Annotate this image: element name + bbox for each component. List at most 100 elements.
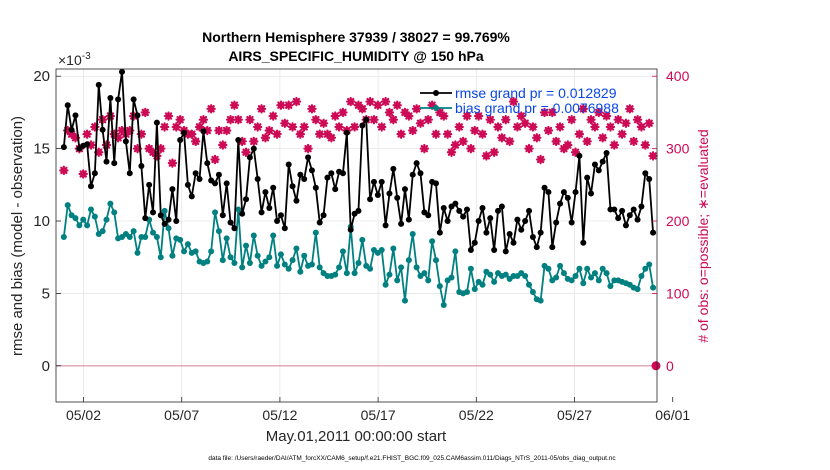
series-rmse-point xyxy=(498,203,505,210)
obs-point xyxy=(365,96,375,107)
series-rmse-point xyxy=(274,218,281,225)
obs-point xyxy=(260,133,271,143)
series-rmse-point xyxy=(289,183,296,190)
x-tick-label: 05/17 xyxy=(361,407,396,423)
series-bias-point xyxy=(227,254,234,261)
series-bias-point xyxy=(215,228,222,235)
obs-point xyxy=(411,104,422,114)
obs-point xyxy=(477,129,488,139)
obs-point xyxy=(86,140,96,150)
obs-point xyxy=(132,143,143,154)
y-tick-label-right: 400 xyxy=(666,68,690,84)
x-tick-label: 05/07 xyxy=(164,407,199,423)
obs-point xyxy=(392,100,402,110)
obs-point xyxy=(586,114,596,125)
obs-point xyxy=(640,140,651,150)
series-bias-point xyxy=(603,270,610,277)
y-tick-label-right: 100 xyxy=(666,285,690,301)
series-rmse-point xyxy=(479,204,486,211)
series-bias-point xyxy=(464,288,471,295)
series-rmse-point xyxy=(95,81,102,88)
y-tick-label-right: 200 xyxy=(666,213,690,229)
series-bias-point xyxy=(87,206,94,213)
series-rmse-point xyxy=(522,218,529,225)
series-rmse-point xyxy=(432,180,439,187)
series-rmse-point xyxy=(359,122,366,129)
series-rmse-point xyxy=(111,160,118,167)
series-bias-point xyxy=(401,297,408,304)
series-bias-point xyxy=(76,222,83,229)
series-rmse-point xyxy=(130,96,137,103)
series-rmse-point xyxy=(390,165,397,172)
obs-point xyxy=(326,133,337,143)
obs-point xyxy=(338,107,348,118)
series-bias-point xyxy=(91,213,98,220)
obs-point xyxy=(346,96,356,107)
obs-point xyxy=(566,114,577,125)
obs-point xyxy=(291,96,302,107)
obs-point xyxy=(481,151,492,161)
series-rmse-point xyxy=(169,186,176,193)
series-bias-point xyxy=(208,248,215,255)
series-bias-point xyxy=(390,245,397,252)
series-bias-point xyxy=(157,254,164,261)
series-rmse-point xyxy=(235,136,242,143)
series-rmse-point xyxy=(347,226,354,233)
obs-point xyxy=(625,104,635,114)
series-rmse-point xyxy=(301,176,308,183)
obs-point xyxy=(229,100,240,110)
series-bias-point xyxy=(243,242,250,249)
series-rmse-point xyxy=(142,215,149,222)
obs-point xyxy=(194,122,205,132)
series-bias-point xyxy=(487,271,494,278)
series-rmse-point xyxy=(122,138,129,145)
obs-point xyxy=(94,147,104,157)
series-rmse-point xyxy=(363,116,370,123)
series-bias-point xyxy=(281,261,288,268)
obs-point xyxy=(140,107,150,118)
series-bias-point xyxy=(130,228,137,235)
obs-point xyxy=(268,111,278,121)
series-rmse-point xyxy=(316,219,323,226)
obs-point xyxy=(272,129,282,139)
obs-point xyxy=(458,136,468,147)
series-rmse-point xyxy=(382,222,389,229)
series-bias-point xyxy=(405,257,412,264)
y-tick-label-left: 0 xyxy=(42,358,50,375)
x-tick-label: 05/27 xyxy=(557,407,592,423)
series-bias-point xyxy=(646,261,653,268)
series-bias-point xyxy=(60,233,67,240)
series-bias-point xyxy=(413,264,420,271)
series-rmse-point xyxy=(471,239,478,246)
obs-point xyxy=(431,129,441,139)
obs-point xyxy=(582,136,592,147)
obs-point xyxy=(590,122,600,132)
series-rmse-point xyxy=(285,161,292,168)
data-file-footer: data file: /Users/raeder/DAI/ATM_forcXX/… xyxy=(208,455,616,462)
series-rmse-point xyxy=(173,218,180,225)
obs-point xyxy=(489,147,499,157)
series-rmse-point xyxy=(506,231,513,238)
x-tick-label: 05/02 xyxy=(66,407,101,423)
y-tick-label-right: 0 xyxy=(666,358,674,374)
series-bias-point xyxy=(99,228,106,235)
obs-point xyxy=(353,100,364,110)
obs-point xyxy=(632,114,643,125)
series-bias-point xyxy=(557,262,564,269)
series-rmse-point xyxy=(219,212,226,219)
obs-point xyxy=(501,114,511,125)
obs-point xyxy=(322,129,333,139)
series-bias-point xyxy=(339,248,346,255)
series-bias-point xyxy=(107,200,114,207)
series-rmse-point xyxy=(386,190,393,197)
obs-point xyxy=(644,118,654,128)
series-rmse-point xyxy=(401,186,408,193)
obs-point xyxy=(648,151,658,161)
series-rmse-point xyxy=(281,225,288,232)
series-rmse-point xyxy=(339,170,346,177)
obs-point xyxy=(380,96,391,107)
series-rmse-point xyxy=(487,215,494,222)
obs-point xyxy=(570,147,581,157)
obs-point xyxy=(125,125,135,136)
